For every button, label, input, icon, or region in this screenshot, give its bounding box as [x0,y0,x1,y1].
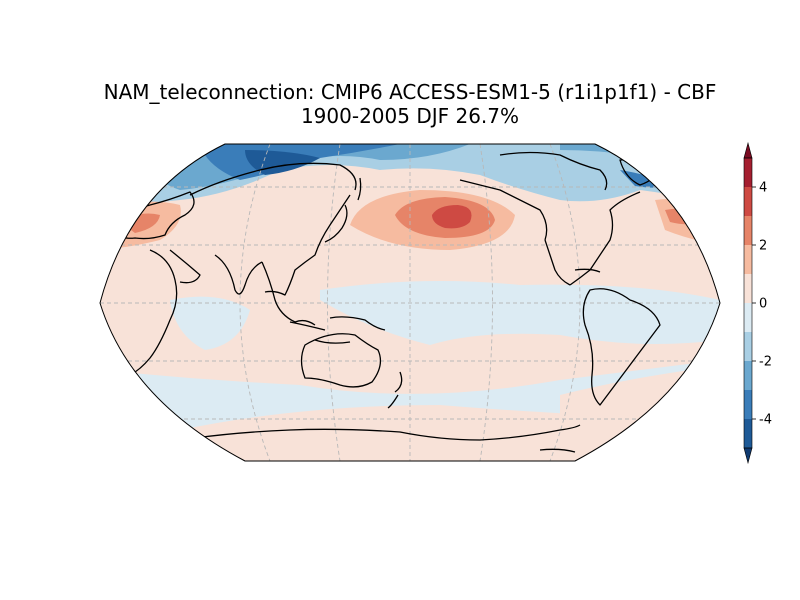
coastline-indonesia [289,316,386,344]
colorbar-segment [744,216,752,245]
colorbar-ticks: -4 -2 0 2 4 [752,181,772,428]
anomaly-field [100,144,720,461]
colorbar: -4 -2 0 2 4 [743,141,772,465]
coastline-indochina [261,261,316,326]
colorbar-segment [744,390,752,419]
coastlines [109,151,707,453]
coastline-alaska [459,179,548,241]
colorbar-extend-under [743,447,753,465]
coastline-kamchatka [357,177,362,201]
coastline-india [214,254,263,295]
contour-positive-southern-ocean [100,405,720,461]
coastline-japan [324,204,348,243]
gridlines [100,144,720,461]
coastline-asia-north [189,162,357,196]
map-panel [99,143,721,462]
coastline-north-america-east [569,191,641,286]
contour-negative-tropics [320,281,720,345]
coastline-australia [300,333,382,388]
coastline-africa-east [129,249,178,376]
colorbar-segment [744,419,752,448]
colorbar-segment [744,158,752,187]
colorbar-tick-label: -2 [759,355,772,370]
map-outline [99,143,721,462]
coastline-new-zealand [387,371,403,409]
colorbar-segment [744,332,752,361]
colorbar-segment [744,303,752,332]
coastline-north-america-west [544,239,571,286]
coastline-arabia [169,249,201,284]
colorbar-segment [744,361,752,390]
colorbar-segment [744,187,752,216]
figure-title-line-1: NAM_teleconnection: CMIP6 ACCESS-ESM1-5 … [103,80,717,104]
coastline-caribbean [574,268,601,273]
contour-positive-north-pacific-3 [432,205,472,229]
colorbar-segments [744,158,752,448]
coastline-south-america [582,288,661,406]
colorbar-extend-over [743,141,753,159]
figure-title-line-2: 1900-2005 DJF 26.7% [300,104,520,128]
coastline-antarctica [194,424,581,453]
coastline-iceland [687,193,707,201]
colorbar-tick-label: 0 [759,297,767,312]
colorbar-segment [744,274,752,303]
colorbar-tick-label: 4 [759,181,767,196]
contour-negative-indian-ocean [170,296,250,350]
coastline-asia-east [264,194,351,296]
coastline-europe [109,191,195,240]
colorbar-tick-label: -4 [759,413,772,428]
coastline-canada-arctic [499,151,608,191]
colorbar-tick-label: 2 [759,239,767,254]
colorbar-segment [744,245,752,274]
